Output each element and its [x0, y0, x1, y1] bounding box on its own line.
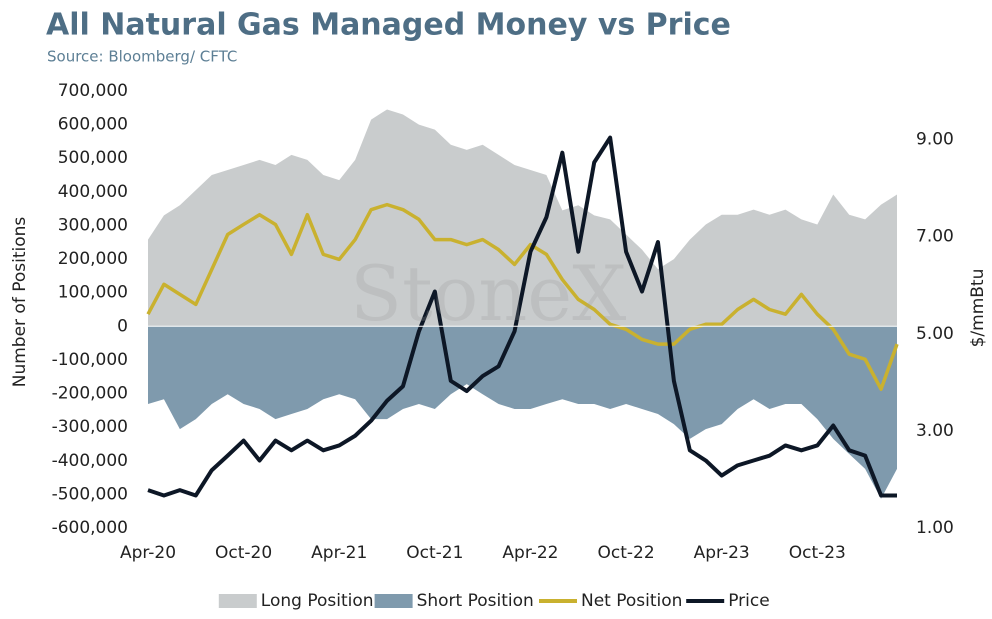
y-tick-label: 600,000	[58, 115, 128, 135]
x-tick-label: Oct-20	[215, 543, 272, 563]
y-tick-label: 100,000	[58, 283, 128, 303]
y-tick-label: -600,000	[52, 518, 128, 538]
line	[146, 202, 899, 391]
x-tick-label: Apr-23	[694, 543, 750, 563]
y2-tick-label: 1.00	[916, 518, 954, 538]
y-tick-label: 300,000	[58, 215, 128, 235]
legend-swatch	[374, 594, 413, 608]
x-tick-label: Oct-23	[789, 543, 846, 563]
x-tick-label: Apr-21	[311, 543, 367, 563]
line	[147, 135, 897, 498]
y2-tick-label: 5.00	[916, 324, 954, 344]
x-tick-label: Oct-22	[597, 543, 654, 563]
area	[148, 326, 897, 499]
y-tick-label: -400,000	[52, 451, 128, 471]
y2-tick-label: 7.00	[916, 227, 954, 247]
y2-axis-title: $/mmBtu	[968, 269, 988, 348]
y-tick-label: 400,000	[58, 182, 128, 202]
watermark: StoneX	[350, 249, 626, 338]
y-tick-label: 700,000	[58, 81, 128, 101]
chart-title: All Natural Gas Managed Money vs Price	[46, 8, 731, 43]
area	[148, 109, 897, 327]
y-tick-label: -300,000	[52, 417, 128, 437]
y-tick-label: 0	[117, 316, 128, 336]
y-tick-label: -500,000	[52, 484, 128, 504]
plot-area	[146, 109, 899, 499]
legend-label: Net Position	[581, 591, 682, 611]
y-tick-label: 500,000	[58, 148, 128, 168]
legend-label: Long Position	[261, 591, 374, 611]
x-tick-label: Oct-21	[406, 543, 463, 563]
y-tick-label: -100,000	[52, 350, 128, 370]
x-tick-label: Apr-22	[502, 543, 558, 563]
y2-tick-label: 3.00	[916, 421, 954, 441]
y2-tick-label: 9.00	[916, 130, 954, 150]
legend-swatch	[218, 594, 257, 608]
y-tick-label: -200,000	[52, 384, 128, 404]
legend-label: Short Position	[417, 591, 534, 611]
y-axis-title: Number of Positions	[10, 217, 30, 388]
legend-label: Price	[728, 591, 769, 611]
chart-subtitle: Source: Bloomberg/ CFTC	[47, 48, 237, 66]
x-tick-label: Apr-20	[120, 543, 176, 563]
y-tick-label: 200,000	[58, 249, 128, 269]
